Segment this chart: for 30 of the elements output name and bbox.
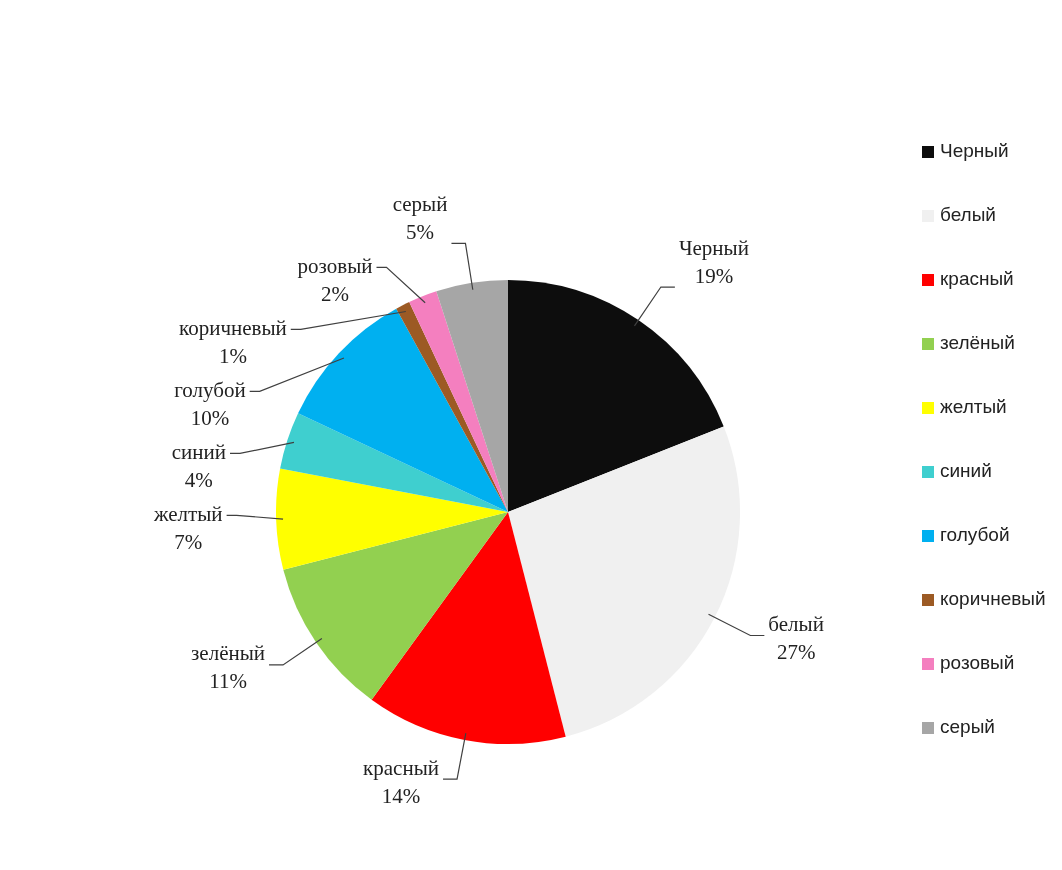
data-label: 19% — [694, 263, 734, 288]
data-label: 4% — [184, 467, 213, 492]
legend-label: Черный — [940, 140, 1009, 162]
legend-label: красный — [940, 268, 1014, 290]
slice-label: желтый — [153, 501, 223, 526]
data-label: 10% — [190, 405, 230, 430]
slice-label: белый — [768, 612, 824, 636]
legend-label: коричневый — [940, 588, 1046, 610]
data-label: 11% — [209, 669, 247, 694]
slice-label: синий — [171, 439, 226, 464]
data-label: 7% — [174, 529, 203, 554]
legend-label: белый — [940, 204, 996, 226]
data-label: 2% — [321, 281, 350, 306]
data-label: 5% — [406, 219, 435, 244]
data-label: 1% — [218, 343, 247, 368]
slice-label: красный — [363, 755, 440, 780]
slice-label: серый — [392, 191, 448, 216]
slice-label: коричневый — [178, 315, 287, 340]
data-label: 27% — [776, 640, 816, 664]
legend-label: желтый — [940, 396, 1007, 418]
legend-label: синий — [940, 460, 992, 482]
legend-label: розовый — [940, 652, 1015, 674]
legend-label: серый — [940, 716, 995, 738]
slice-label: голубой — [174, 377, 246, 402]
slice-label: Черный — [678, 235, 749, 260]
data-label: 14% — [381, 783, 421, 808]
legend-label: голубой — [940, 524, 1010, 546]
slice-label: зелёный — [191, 641, 266, 666]
legend-label: зелёный — [940, 332, 1015, 354]
slice-label: розовый — [297, 253, 373, 278]
